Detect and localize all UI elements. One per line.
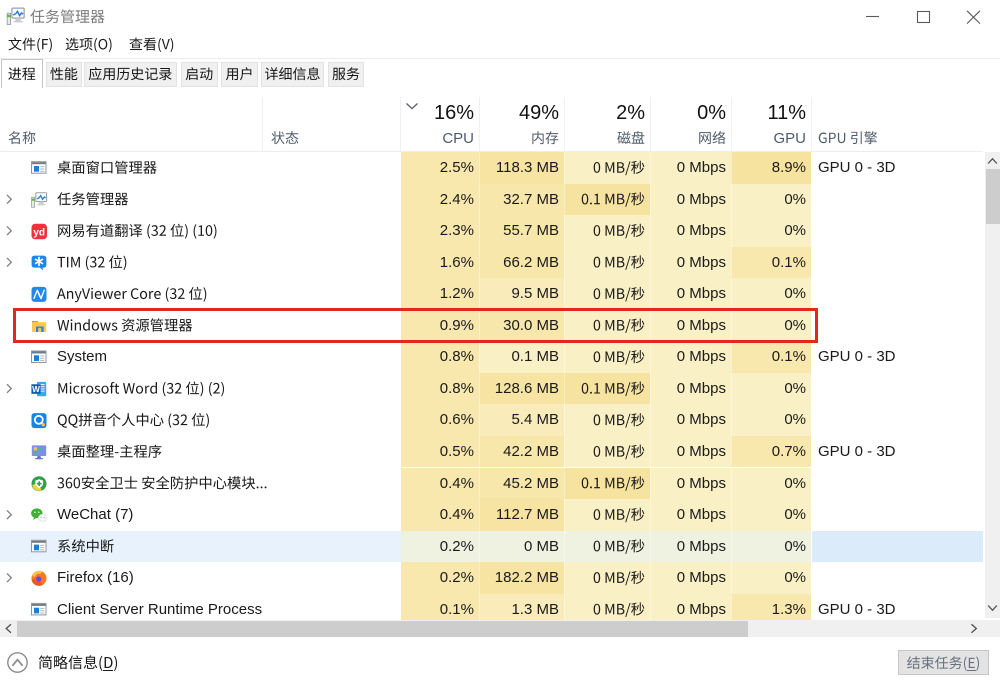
svg-text:yd: yd xyxy=(33,228,45,239)
svg-text:W: W xyxy=(32,385,40,394)
